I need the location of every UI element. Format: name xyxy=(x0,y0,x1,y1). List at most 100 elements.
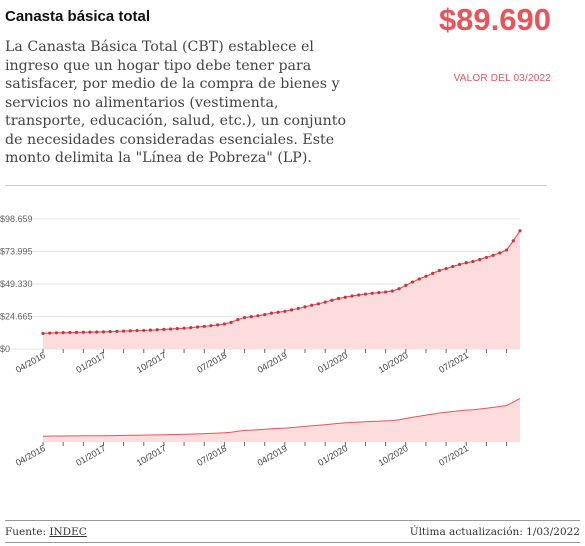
data-point[interactable] xyxy=(242,316,247,320)
data-point[interactable] xyxy=(323,300,327,304)
data-point[interactable] xyxy=(330,298,334,302)
data-point[interactable] xyxy=(175,326,179,331)
footer-bottom-divider xyxy=(5,542,580,543)
main-markers xyxy=(41,229,522,335)
data-point[interactable] xyxy=(484,255,489,260)
footer-updated: Última actualización: 1/03/2022 xyxy=(409,526,580,538)
data-point[interactable] xyxy=(269,311,274,315)
data-point[interactable] xyxy=(41,331,45,335)
data-point[interactable] xyxy=(189,326,193,330)
data-point[interactable] xyxy=(229,320,233,324)
data-point[interactable] xyxy=(162,327,166,331)
data-point[interactable] xyxy=(74,330,79,334)
data-point[interactable] xyxy=(155,328,159,332)
data-point[interactable] xyxy=(437,268,441,273)
x-tick-labels: 04/2016 01/2017 10/2017 07/2018 04/2019 01/20… xyxy=(14,350,470,375)
data-point[interactable] xyxy=(142,328,146,333)
data-point[interactable] xyxy=(377,291,381,295)
data-point[interactable] xyxy=(276,310,280,314)
data-point[interactable] xyxy=(504,248,509,252)
data-point[interactable] xyxy=(464,261,468,265)
brush-x-tick-marks xyxy=(42,442,508,446)
data-point[interactable] xyxy=(350,294,354,298)
data-point[interactable] xyxy=(337,296,341,301)
brush-line xyxy=(42,397,521,437)
data-point[interactable] xyxy=(148,328,153,332)
data-point[interactable] xyxy=(410,280,415,284)
y-tick-label: $49.330 xyxy=(0,279,33,289)
data-point[interactable] xyxy=(444,267,448,271)
cbt-chart: $0 $24.665 $49.330 $73.995 $98.659 04/2016 01… xyxy=(0,214,522,468)
data-point[interactable] xyxy=(431,271,435,275)
brush-x-tick-label: 04/2016 xyxy=(14,443,47,468)
brush-x-tick-labels: 04/2016 01/2017 10/2017 07/2018 04/2019 01/20… xyxy=(14,443,470,468)
data-point[interactable] xyxy=(384,290,388,294)
data-point[interactable] xyxy=(283,309,287,313)
data-point[interactable] xyxy=(195,325,200,329)
data-point[interactable] xyxy=(202,324,206,328)
data-point[interactable] xyxy=(101,330,106,334)
data-point[interactable] xyxy=(222,322,226,326)
data-point[interactable] xyxy=(404,283,408,287)
data-point[interactable] xyxy=(417,277,421,281)
data-point[interactable] xyxy=(263,313,267,317)
data-point[interactable] xyxy=(54,331,59,335)
data-point[interactable] xyxy=(478,257,482,262)
data-point[interactable] xyxy=(256,314,260,318)
brush-x-tick-label: 01/2020 xyxy=(316,443,349,468)
data-point[interactable] xyxy=(128,329,132,333)
source-link[interactable]: INDEC xyxy=(49,526,87,538)
data-point[interactable] xyxy=(370,291,374,295)
y-tick-label: $73.995 xyxy=(0,246,33,256)
data-point[interactable] xyxy=(316,302,321,306)
data-point[interactable] xyxy=(390,289,394,293)
data-point[interactable] xyxy=(122,329,126,333)
data-point[interactable] xyxy=(457,262,462,267)
y-tick-labels: $0 $24.665 $49.330 $73.995 $98.659 xyxy=(0,214,33,354)
data-point[interactable] xyxy=(357,293,361,297)
data-point[interactable] xyxy=(491,253,495,257)
x-tick-label: 01/2017 xyxy=(74,350,107,375)
brush-area xyxy=(43,398,520,442)
data-point[interactable] xyxy=(81,330,85,334)
source-prefix: Fuente: xyxy=(5,526,50,538)
data-point[interactable] xyxy=(88,330,92,334)
x-tick-label: 07/2018 xyxy=(195,350,228,375)
data-point[interactable] xyxy=(310,303,314,307)
data-point[interactable] xyxy=(108,330,112,334)
data-point[interactable] xyxy=(135,328,139,333)
value-date-label: VALOR DEL 03/2022 xyxy=(453,73,551,84)
y-tick-label: $98.659 xyxy=(0,214,33,224)
header-divider xyxy=(5,185,547,186)
data-point[interactable] xyxy=(48,331,52,335)
brush-navigator[interactable]: 04/2016 01/2017 10/2017 07/2018 04/2019 01/20… xyxy=(14,397,521,468)
data-point[interactable] xyxy=(296,306,300,311)
data-point[interactable] xyxy=(343,295,347,299)
data-point[interactable] xyxy=(182,326,186,330)
brush-x-tick-label: 10/2020 xyxy=(377,443,410,468)
data-point[interactable] xyxy=(209,324,213,328)
data-point[interactable] xyxy=(471,259,475,264)
data-point[interactable] xyxy=(498,251,502,255)
brush-x-tick-label: 10/2017 xyxy=(135,443,168,468)
data-point[interactable] xyxy=(511,239,515,243)
data-point[interactable] xyxy=(61,331,65,335)
data-point[interactable] xyxy=(216,323,220,327)
data-point[interactable] xyxy=(68,330,72,335)
main-area xyxy=(43,230,520,349)
data-point[interactable] xyxy=(451,264,455,269)
data-point[interactable] xyxy=(397,287,401,291)
data-point[interactable] xyxy=(115,329,119,333)
data-point[interactable] xyxy=(518,229,522,233)
x-tick-label: 10/2020 xyxy=(377,350,410,375)
data-point[interactable] xyxy=(363,292,368,296)
brush-x-tick-label: 01/2017 xyxy=(74,443,107,468)
data-point[interactable] xyxy=(424,274,428,278)
data-point[interactable] xyxy=(236,318,240,322)
data-point[interactable] xyxy=(289,308,294,312)
main-plot[interactable]: $0 $24.665 $49.330 $73.995 $98.659 04/2016 01… xyxy=(0,214,522,375)
data-point[interactable] xyxy=(95,330,99,334)
data-point[interactable] xyxy=(169,327,173,331)
data-point[interactable] xyxy=(249,315,253,319)
data-point[interactable] xyxy=(303,305,307,309)
